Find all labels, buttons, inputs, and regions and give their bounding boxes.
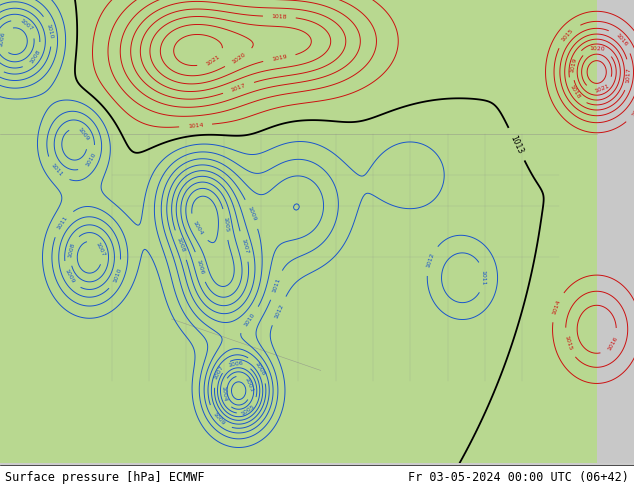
Text: 1008: 1008: [254, 361, 266, 377]
Text: 1007: 1007: [94, 241, 106, 257]
Text: 1005: 1005: [240, 404, 256, 416]
Text: 1010: 1010: [243, 312, 256, 328]
Text: 1011: 1011: [271, 277, 281, 293]
Text: 1015: 1015: [563, 335, 573, 351]
Text: 1006: 1006: [227, 360, 243, 368]
Text: 1017: 1017: [626, 67, 631, 83]
Text: 1013: 1013: [508, 134, 525, 155]
Text: 1008: 1008: [176, 237, 186, 253]
Text: 1006: 1006: [0, 31, 6, 47]
Text: 1014: 1014: [552, 299, 562, 315]
Text: 1010: 1010: [112, 267, 122, 283]
Text: 1008: 1008: [67, 242, 75, 258]
Text: 1021: 1021: [205, 54, 221, 67]
Text: 1018: 1018: [569, 84, 581, 100]
Text: 1007: 1007: [213, 365, 225, 381]
Text: 1014: 1014: [631, 102, 634, 118]
Text: 1011: 1011: [56, 215, 68, 231]
Text: 1009: 1009: [63, 268, 75, 284]
Text: 1020: 1020: [590, 46, 605, 52]
Text: 1016: 1016: [615, 32, 629, 48]
Text: Surface pressure [hPa] ECMWF: Surface pressure [hPa] ECMWF: [5, 471, 205, 484]
Text: 1021: 1021: [593, 84, 610, 94]
Text: 1006: 1006: [196, 259, 205, 275]
Text: 1016: 1016: [607, 335, 619, 351]
Text: 1004: 1004: [191, 220, 204, 236]
Text: 1009: 1009: [211, 411, 225, 426]
Text: 1019: 1019: [570, 56, 578, 73]
Text: 1009: 1009: [77, 126, 91, 142]
Text: 1004: 1004: [221, 385, 227, 401]
Text: 1018: 1018: [271, 14, 287, 20]
Text: 1009: 1009: [247, 206, 257, 222]
Text: 1011: 1011: [49, 163, 63, 178]
Text: 1017: 1017: [230, 83, 247, 93]
Text: 1020: 1020: [231, 51, 247, 65]
Text: 1019: 1019: [271, 54, 287, 62]
Text: Fr 03-05-2024 00:00 UTC (06+42): Fr 03-05-2024 00:00 UTC (06+42): [408, 471, 629, 484]
Text: 1003: 1003: [243, 376, 254, 392]
Text: 1005: 1005: [223, 217, 230, 232]
Text: 1012: 1012: [273, 303, 285, 319]
Text: 1010: 1010: [46, 23, 54, 39]
Text: 1011: 1011: [481, 270, 486, 285]
Polygon shape: [0, 0, 597, 463]
Text: 1015: 1015: [560, 27, 574, 43]
Text: 1007: 1007: [240, 238, 249, 255]
Text: 1007: 1007: [19, 18, 34, 32]
Text: 1012: 1012: [425, 252, 435, 269]
Text: 1010: 1010: [84, 152, 96, 168]
Text: 1008: 1008: [29, 49, 41, 65]
Text: 1014: 1014: [188, 122, 204, 129]
